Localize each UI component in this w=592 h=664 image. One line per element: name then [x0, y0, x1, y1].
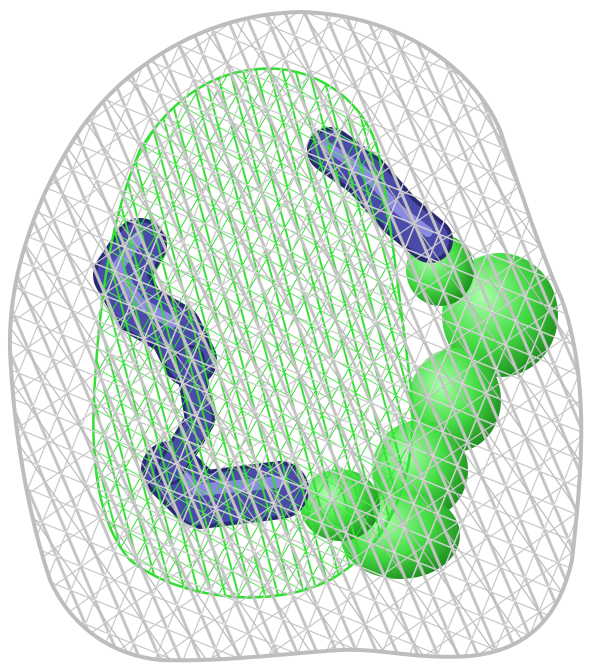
outer-grey-mesh-outline — [7, 9, 584, 663]
